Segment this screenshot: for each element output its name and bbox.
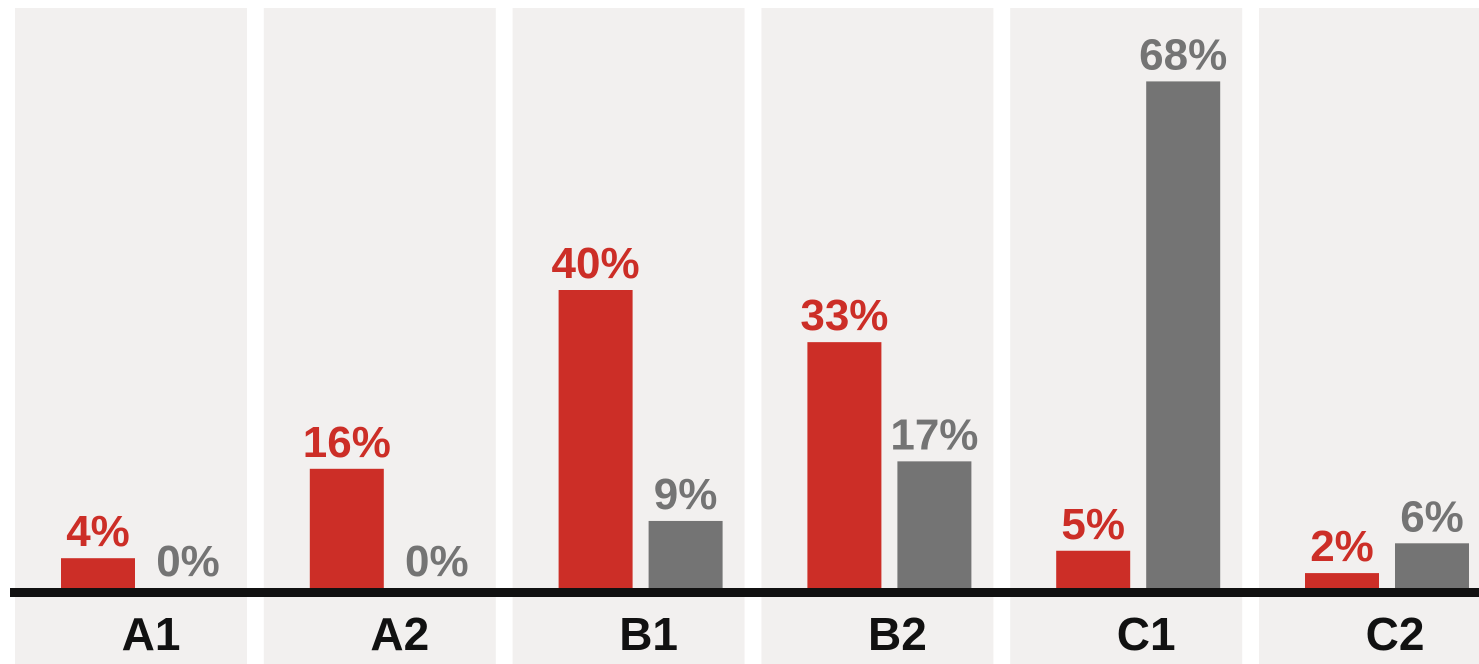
bar-c1-series2 <box>1146 81 1221 589</box>
value-label-c1-series2: 68% <box>1139 30 1227 79</box>
bar-c2-series1 <box>1305 573 1379 588</box>
panel-a1 <box>15 8 247 664</box>
x-axis-line <box>10 588 1479 597</box>
category-panels <box>15 8 1479 664</box>
category-label-a1: A1 <box>122 608 181 660</box>
category-label-a2: A2 <box>370 608 429 660</box>
value-label-b2-series1: 33% <box>800 291 888 340</box>
bar-c1-series1 <box>1056 550 1131 588</box>
value-label-a2-series1: 16% <box>303 418 391 467</box>
value-labels: 4% 0% 16% 0% 40% 9% 33% 17% 5% 68% 2% 6% <box>66 30 1464 586</box>
bar-a1-series1 <box>61 558 135 588</box>
value-label-c2-series1: 2% <box>1310 522 1374 571</box>
category-label-b1: B1 <box>619 608 678 660</box>
bar-b2-series2 <box>897 461 972 588</box>
value-label-c1-series1: 5% <box>1061 500 1125 549</box>
bar-b1-series1 <box>558 290 633 588</box>
value-label-c2-series2: 6% <box>1400 492 1464 541</box>
category-label-c1: C1 <box>1117 608 1176 660</box>
bar-b1-series2 <box>648 520 723 588</box>
bars <box>61 81 1469 589</box>
value-label-b2-series2: 17% <box>890 410 978 459</box>
category-label-c2: C2 <box>1366 608 1425 660</box>
bar-b2-series1 <box>807 342 882 588</box>
value-label-a2-series2: 0% <box>405 537 469 586</box>
category-label-b2: B2 <box>868 608 927 660</box>
bar-c2-series2 <box>1395 543 1469 588</box>
value-label-a1-series2: 0% <box>156 537 220 586</box>
bar-a2-series1 <box>309 468 384 588</box>
category-labels: A1 A2 B1 B2 C1 C2 <box>122 608 1425 660</box>
value-label-b1-series1: 40% <box>552 239 640 288</box>
value-label-b1-series2: 9% <box>654 470 718 519</box>
value-label-a1-series1: 4% <box>66 507 130 556</box>
